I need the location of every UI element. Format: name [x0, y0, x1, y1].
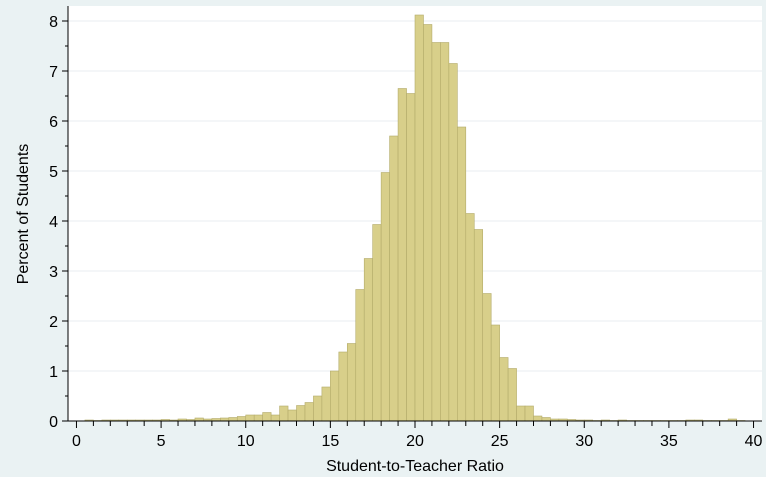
y-tick-label: 3 — [49, 264, 58, 281]
y-tick-label: 5 — [49, 164, 58, 181]
y-tick-label: 7 — [49, 64, 58, 81]
histogram-bar — [355, 289, 365, 422]
y-tick-label: 2 — [49, 314, 58, 331]
histogram-bar — [507, 368, 517, 422]
histogram-bar — [321, 386, 331, 422]
histogram-bar — [397, 88, 407, 422]
histogram-bar — [499, 357, 509, 422]
histogram-bar — [431, 42, 441, 422]
histogram-bar — [304, 402, 314, 422]
histogram-bar — [338, 351, 348, 422]
histogram-bar — [457, 126, 467, 422]
histogram-bar — [313, 395, 323, 422]
y-tick-label: 8 — [49, 14, 58, 31]
histogram-bar — [524, 405, 534, 422]
histogram-bar — [541, 417, 551, 422]
histogram-bar — [490, 324, 500, 422]
x-tick-label: 0 — [72, 433, 81, 450]
histogram-bar — [389, 135, 399, 422]
x-axis-title: Student-to-Teacher Ratio — [326, 458, 504, 475]
y-tick-label: 1 — [49, 364, 58, 381]
histogram-bar — [296, 405, 306, 422]
x-tick-label: 15 — [321, 433, 339, 450]
histogram-bar — [330, 370, 340, 422]
histogram-bar — [270, 414, 280, 422]
histogram-bar — [346, 343, 357, 422]
histogram-bar — [279, 405, 289, 422]
x-tick-label: 35 — [660, 433, 678, 450]
y-axis-ticks: 0 1 2 3 4 5 6 7 8 — [49, 14, 68, 431]
x-tick-label: 5 — [157, 433, 166, 450]
histogram-bars — [84, 14, 746, 422]
y-axis-title: Percent of Students — [15, 144, 32, 285]
histogram-bar — [533, 415, 543, 422]
histogram-bar — [482, 293, 492, 422]
x-tick-label: 20 — [406, 433, 424, 450]
histogram-bar — [253, 414, 263, 422]
histogram-bar — [473, 229, 484, 422]
histogram-bar — [287, 409, 297, 422]
histogram-bar — [363, 258, 373, 422]
histogram-bar — [406, 93, 416, 422]
histogram-bar — [236, 416, 247, 422]
histogram-bar — [245, 414, 255, 422]
y-tick-label: 0 — [49, 414, 58, 431]
x-tick-label: 25 — [491, 433, 509, 450]
histogram-bar — [440, 42, 450, 422]
histogram-bar — [423, 24, 433, 422]
histogram-bar — [414, 14, 424, 422]
y-tick-label: 6 — [49, 114, 58, 131]
histogram-bar — [380, 172, 390, 422]
x-tick-label: 40 — [745, 433, 763, 450]
x-axis-ticks: 0 5 10 15 20 25 30 35 40 — [72, 421, 763, 450]
y-tick-label: 4 — [49, 214, 58, 231]
histogram-bar — [228, 417, 238, 422]
x-tick-label: 10 — [237, 433, 255, 450]
histogram-bar — [372, 224, 382, 422]
histogram-bar — [465, 213, 475, 422]
histogram-bar — [262, 412, 272, 422]
histogram-bar — [516, 405, 526, 422]
histogram-bar — [448, 63, 458, 422]
x-tick-label: 30 — [575, 433, 593, 450]
